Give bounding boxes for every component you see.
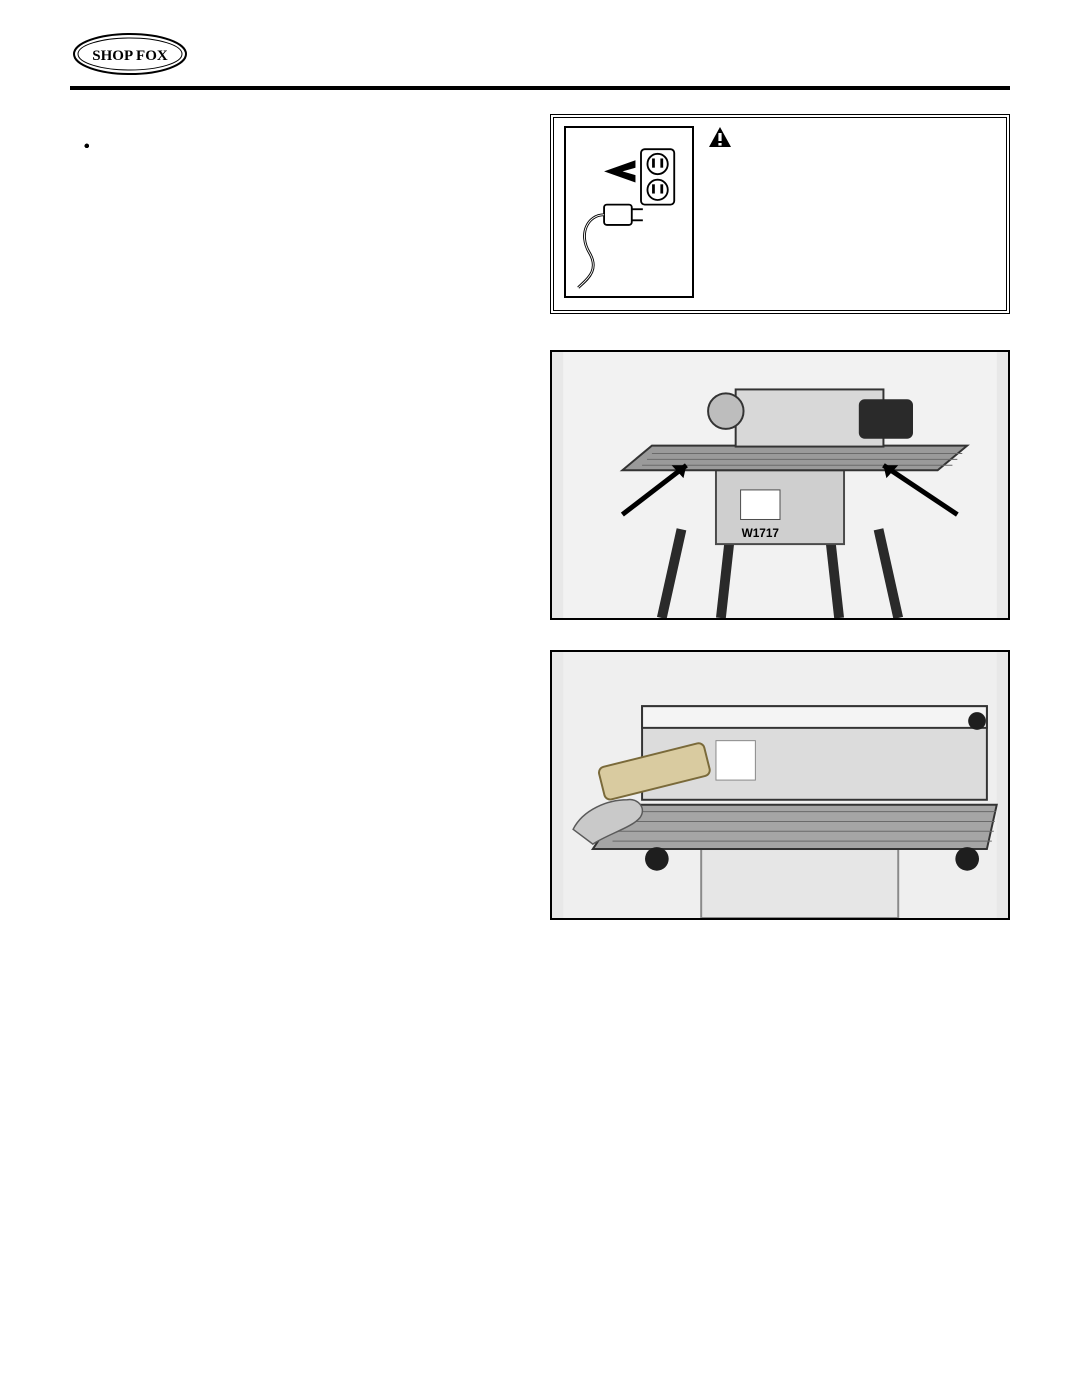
svg-text:W1717: W1717 bbox=[742, 526, 780, 540]
brand-text: SHOP FOX bbox=[92, 48, 168, 64]
warning-title bbox=[708, 126, 996, 148]
content-columns: W1717 bbox=[70, 114, 1010, 950]
figure-27-image bbox=[550, 650, 1010, 920]
warning-illustration bbox=[564, 126, 694, 298]
brand-logo: SHOP FOX bbox=[70, 30, 190, 78]
figure-26-image: W1717 bbox=[550, 350, 1010, 620]
header-rule bbox=[70, 86, 1010, 90]
right-column: W1717 bbox=[550, 114, 1010, 950]
left-column bbox=[70, 114, 512, 950]
warning-icon bbox=[708, 126, 732, 148]
warning-box bbox=[550, 114, 1010, 314]
warning-text bbox=[708, 126, 996, 298]
page-header: SHOP FOX bbox=[70, 30, 1010, 78]
